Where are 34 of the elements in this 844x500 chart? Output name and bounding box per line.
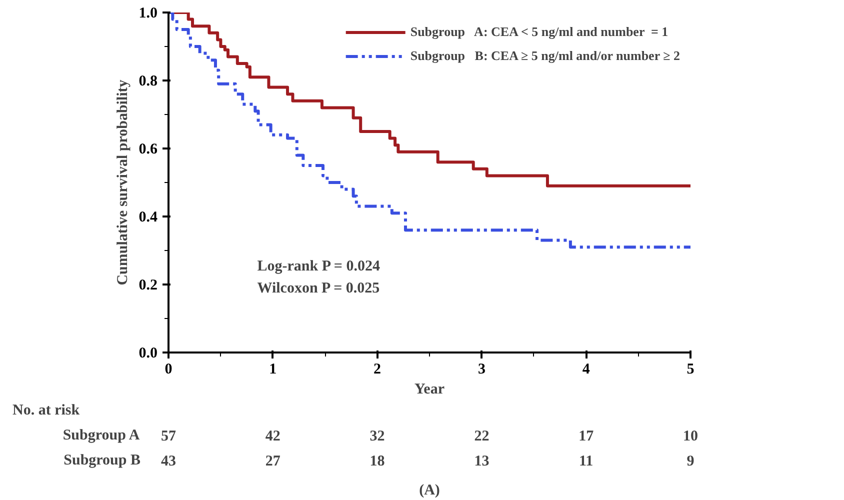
annotation: Log-rank P = 0.024	[257, 258, 380, 274]
x-tick-label: 4	[582, 362, 590, 378]
y-tick-label: 0.2	[138, 278, 158, 294]
x-axis-title: Year	[414, 382, 445, 398]
text: 42	[265, 428, 280, 444]
text: 57	[161, 428, 176, 444]
text: No. at risk	[12, 402, 80, 418]
text: 27	[265, 454, 281, 470]
x-tick-label: 1	[269, 362, 277, 378]
y-tick-label: 1.0	[138, 6, 158, 22]
legend-label: Subgroup A: CEA < 5 ng/ml and number = 1	[410, 24, 668, 40]
text: 9	[686, 454, 694, 470]
x-tick-label: 3	[478, 362, 486, 378]
text: 43	[161, 454, 176, 470]
y-tick-label: 0.4	[138, 210, 158, 226]
y-axis-title: Cumulative survival probability	[114, 79, 131, 286]
legend-label: Subgroup B: CEA ≥ 5 ng/ml and/or number ≥ 2	[410, 48, 680, 64]
text: 32	[370, 428, 385, 444]
x-tick-label: 2	[374, 362, 382, 378]
y-tick-label: 0.0	[138, 346, 158, 362]
text: 18	[370, 454, 385, 470]
x-tick-label: 0	[164, 362, 172, 378]
text: (A)	[419, 482, 440, 498]
y-tick-label: 0.6	[138, 142, 158, 158]
text: Subgroup A	[62, 428, 140, 444]
annotation: Wilcoxon P = 0.025	[257, 280, 380, 296]
text: 17	[578, 428, 594, 444]
text: 10	[683, 428, 698, 444]
text: 22	[474, 428, 490, 444]
text: Subgroup B	[64, 452, 141, 468]
y-tick-label: 0.8	[138, 74, 158, 90]
text: 11	[579, 454, 594, 470]
text: 13	[474, 454, 490, 470]
x-tick-label: 5	[686, 362, 694, 378]
